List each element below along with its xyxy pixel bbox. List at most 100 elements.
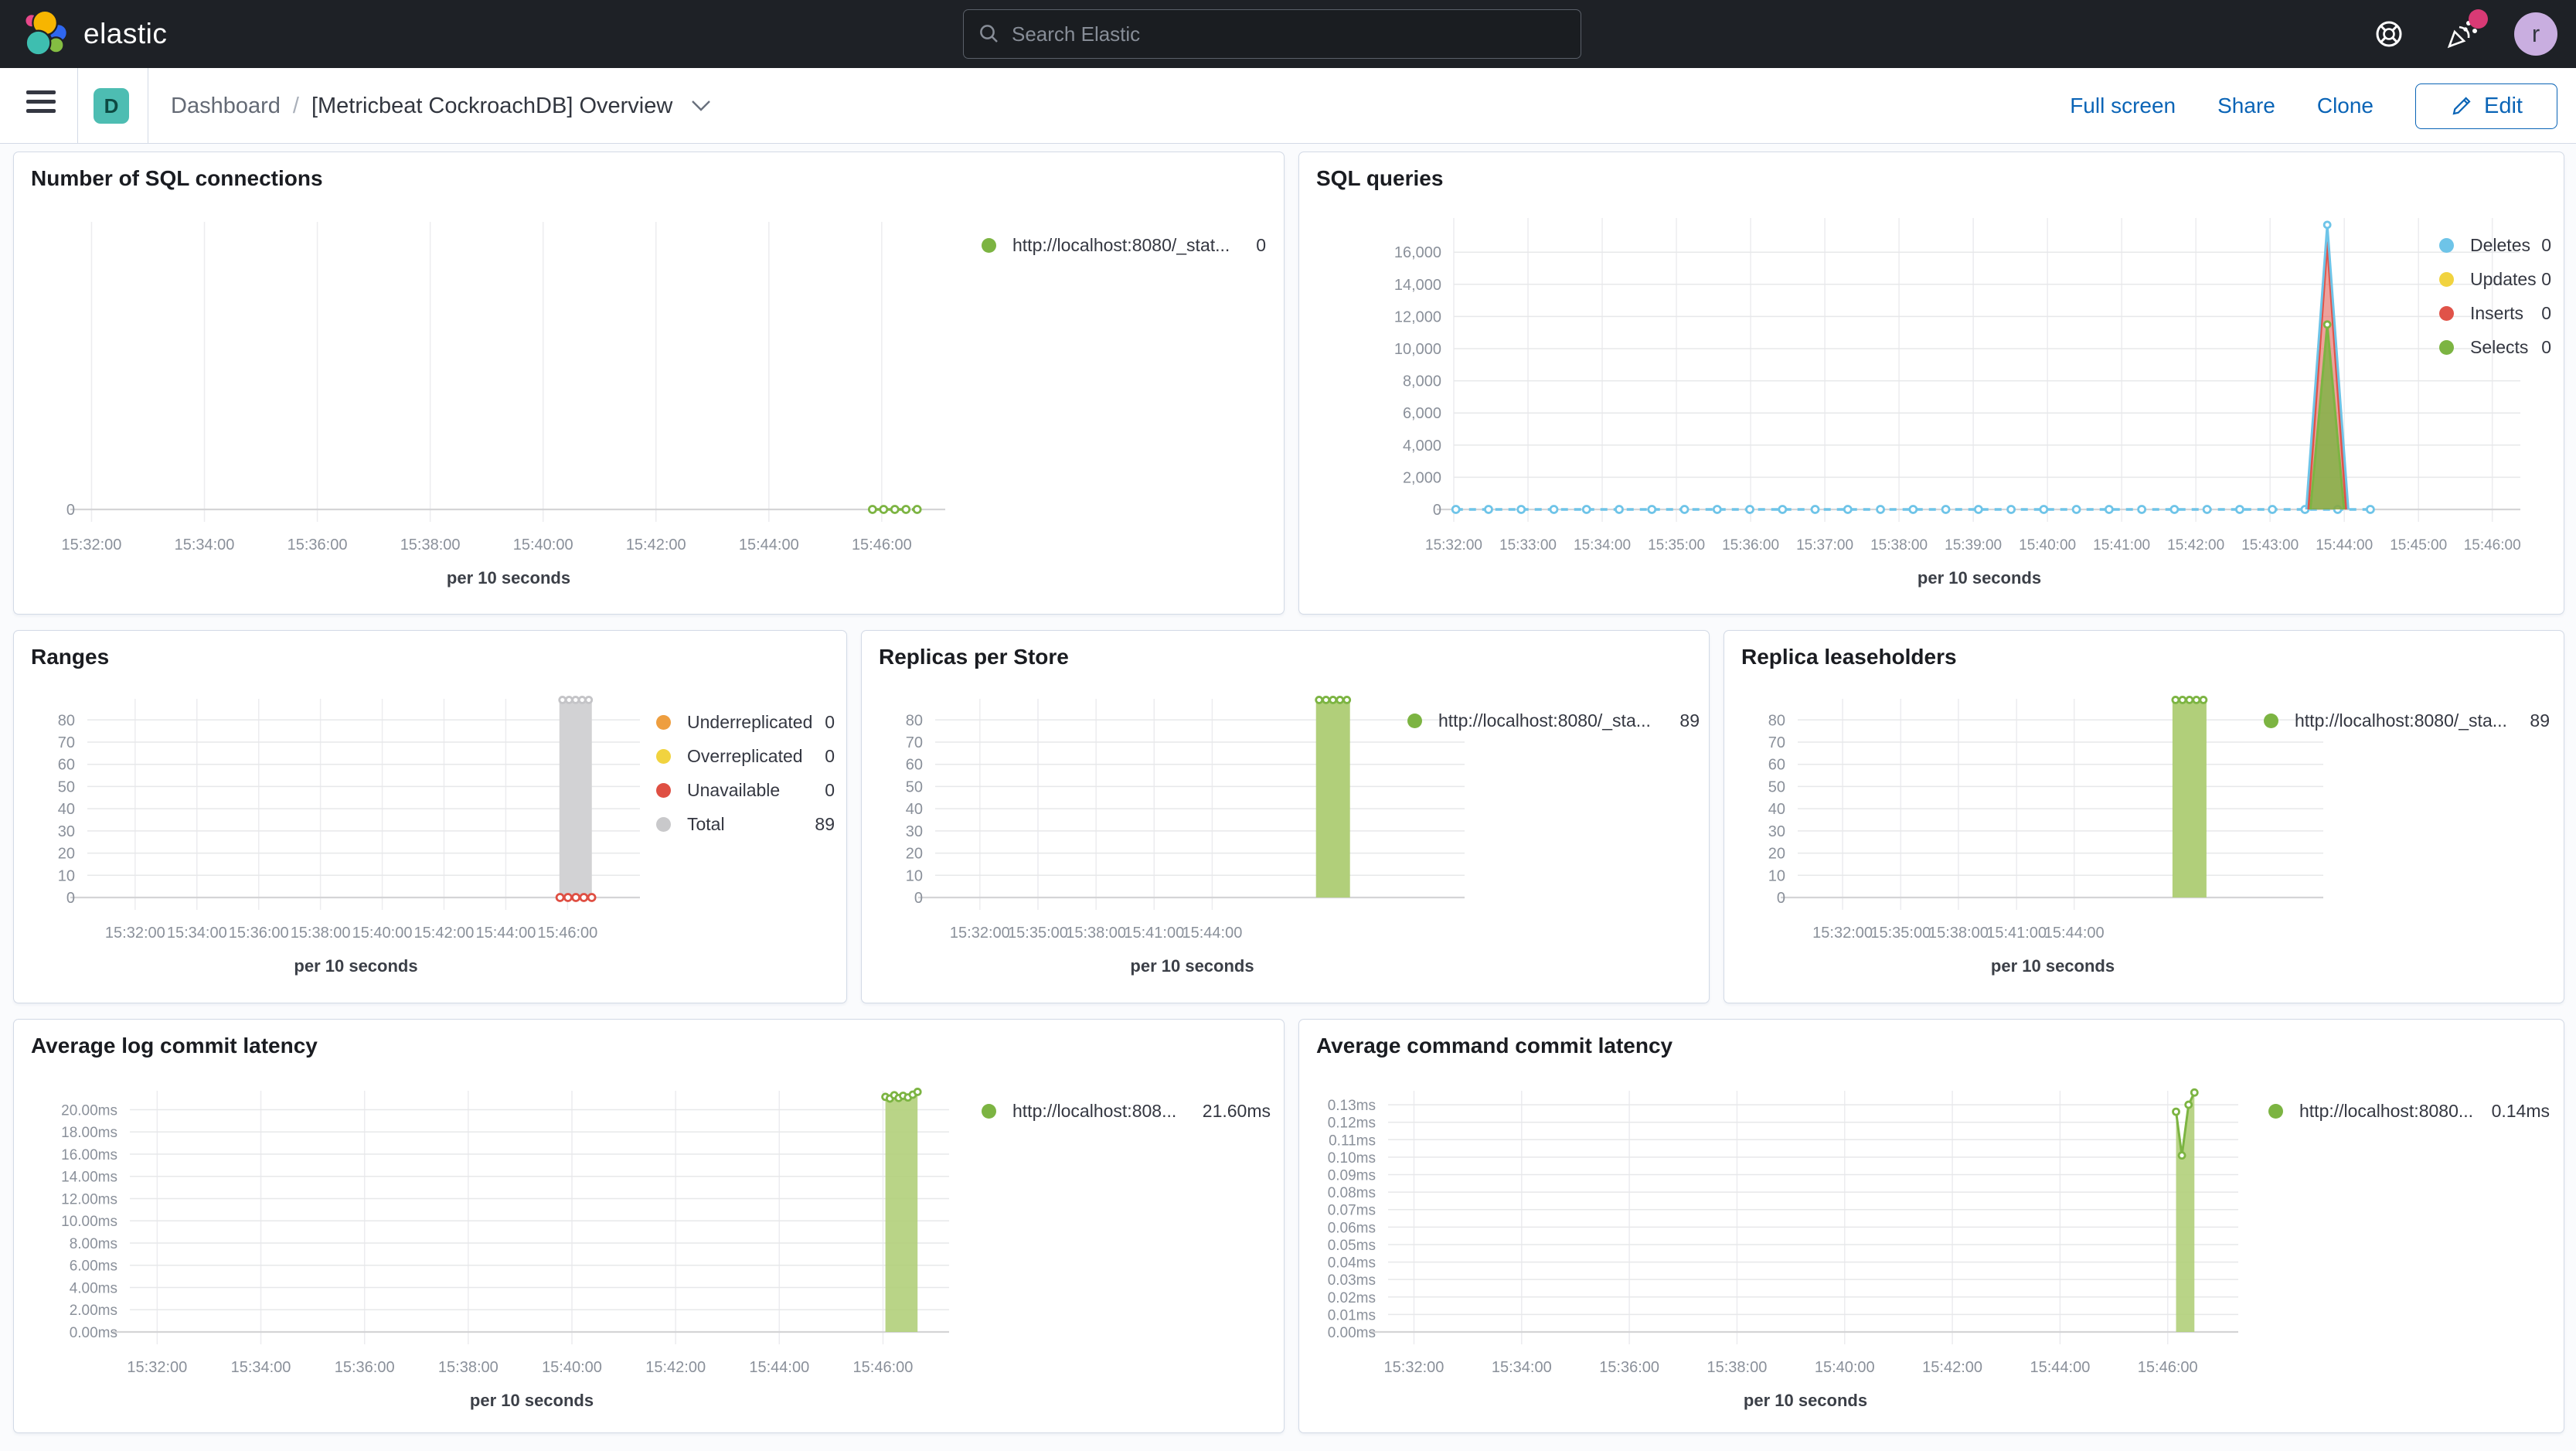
svg-text:15:42:00: 15:42:00 (645, 1359, 706, 1376)
clone-button[interactable]: Clone (2316, 94, 2374, 118)
svg-text:14,000: 14,000 (1394, 277, 1441, 294)
svg-text:15:45:00: 15:45:00 (2390, 537, 2447, 553)
avg-log-commit-latency-chart: 15:32:00 15:34:00 15:36:00 15:38:00 15:40:00… (61, 1088, 949, 1410)
legend-dot-icon (656, 816, 671, 832)
svg-text:80: 80 (58, 712, 75, 729)
svg-text:0.08ms: 0.08ms (1328, 1185, 1376, 1201)
divider (77, 68, 78, 144)
svg-text:15:38:00: 15:38:00 (1707, 1359, 1768, 1376)
share-button[interactable]: Share (2217, 94, 2275, 118)
legend-item[interactable]: http://localhost:8080/_sta... 89 (1407, 703, 1700, 737)
svg-text:15:46:00: 15:46:00 (537, 925, 597, 942)
legend-label: Selects (2470, 336, 2529, 357)
svg-text:15:44:00: 15:44:00 (2044, 925, 2105, 942)
svg-text:80: 80 (906, 712, 923, 729)
panel-title: SQL queries (1316, 166, 1444, 190)
svg-text:40: 40 (906, 801, 923, 818)
svg-text:15:43:00: 15:43:00 (2241, 537, 2299, 553)
legend-value: 0.14ms (2491, 1100, 2550, 1121)
global-search[interactable] (963, 9, 1581, 59)
legend-item[interactable]: Inserts 0 (2439, 296, 2551, 330)
panel-sql-connections: Number of SQL connections 15:32:00 15:34:… (13, 152, 1285, 615)
legend-item[interactable]: Deletes 0 (2439, 228, 2551, 262)
legend-value: 0 (2541, 268, 2551, 289)
svg-text:15:39:00: 15:39:00 (1945, 537, 2002, 553)
svg-text:30: 30 (1768, 823, 1785, 840)
legend-dot-icon (982, 1103, 996, 1119)
legend-item[interactable]: Selects 0 (2439, 330, 2551, 364)
svg-text:15:32:00: 15:32:00 (62, 536, 122, 553)
legend-item[interactable]: http://localhost:8080/_stat... 0 (982, 228, 1266, 262)
breadcrumb-dashboard[interactable]: Dashboard (171, 93, 281, 118)
legend-value: 89 (2530, 710, 2550, 731)
svg-text:15:42:00: 15:42:00 (1922, 1359, 1982, 1376)
elastic-logo-icon (24, 9, 68, 56)
legend-label: http://localhost:8080/_stat... (1012, 234, 1230, 255)
legend-item[interactable]: Updates 0 (2439, 262, 2551, 296)
chart-legend: http://localhost:8080/_stat... 0 (982, 228, 1266, 262)
legend-item[interactable]: http://localhost:8080... 0.14ms (2268, 1094, 2550, 1128)
svg-text:per 10 seconds: per 10 seconds (294, 956, 417, 976)
svg-text:15:33:00: 15:33:00 (1499, 537, 1557, 553)
svg-text:0.01ms: 0.01ms (1328, 1307, 1376, 1323)
top-header: elastic (0, 0, 2576, 68)
svg-text:60: 60 (1768, 757, 1785, 774)
chevron-down-icon (692, 100, 711, 111)
svg-text:15:34:00: 15:34:00 (231, 1359, 291, 1376)
svg-text:20.00ms: 20.00ms (61, 1102, 117, 1119)
newsfeed-button[interactable] (2442, 9, 2488, 54)
breadcrumb: Dashboard / [Metricbeat CockroachDB] Ove… (171, 68, 713, 144)
user-avatar[interactable]: r (2514, 12, 2557, 56)
menu-button[interactable] (26, 90, 59, 121)
svg-text:10: 10 (1768, 867, 1785, 884)
svg-text:15:44:00: 15:44:00 (749, 1359, 809, 1376)
svg-text:20: 20 (906, 846, 923, 863)
chart-legend: http://localhost:8080/_sta... 89 (1407, 703, 1700, 737)
svg-text:0: 0 (914, 890, 923, 907)
dashboard-actions: Full screen Share Clone Edit (2070, 68, 2557, 144)
svg-text:15:34:00: 15:34:00 (1574, 537, 1631, 553)
legend-dot-icon (656, 714, 671, 730)
legend-item[interactable]: Underreplicated 0 (656, 705, 835, 739)
chart-legend: Underreplicated 0 Overreplicated 0 Unavailab… (656, 705, 835, 841)
svg-text:2.00ms: 2.00ms (70, 1303, 117, 1319)
svg-text:15:32:00: 15:32:00 (1812, 925, 1873, 942)
pencil-icon (2452, 97, 2471, 115)
legend-item[interactable]: Unavailable 0 (656, 773, 835, 807)
legend-label: http://localhost:808... (1012, 1100, 1177, 1121)
avg-command-commit-latency-chart: 15:32:00 15:34:00 15:36:00 15:38:00 15:40:00… (1328, 1088, 2238, 1410)
space-badge[interactable]: D (94, 88, 129, 124)
elastic-logo[interactable]: elastic (0, 9, 167, 60)
panel-replica-leaseholders: Replica leaseholders 15:32:00 15:35:00 15:… (1724, 630, 2564, 1003)
svg-text:50: 50 (58, 778, 75, 795)
legend-item[interactable]: Overreplicated 0 (656, 739, 835, 773)
svg-text:per 10 seconds: per 10 seconds (447, 568, 570, 588)
fullscreen-button[interactable]: Full screen (2070, 94, 2176, 118)
svg-text:15:41:00: 15:41:00 (1986, 925, 2047, 942)
svg-text:0.00ms: 0.00ms (1328, 1325, 1376, 1341)
svg-text:60: 60 (906, 757, 923, 774)
svg-text:40: 40 (58, 801, 75, 818)
svg-text:0: 0 (1433, 502, 1441, 519)
help-button[interactable] (2369, 14, 2409, 54)
svg-text:6,000: 6,000 (1403, 405, 1441, 422)
svg-text:15:35:00: 15:35:00 (1870, 925, 1931, 942)
legend-dot-icon (2268, 1103, 2283, 1119)
svg-text:30: 30 (58, 823, 75, 840)
legend-item[interactable]: http://localhost:808... 21.60ms (982, 1094, 1271, 1128)
panel-title: Replica leaseholders (1741, 645, 1957, 669)
chart-legend: http://localhost:8080... 0.14ms (2268, 1094, 2550, 1128)
chart-legend: Deletes 0 Updates 0 Inserts 0 Selects 0 (2439, 228, 2551, 364)
svg-text:15:32:00: 15:32:00 (1425, 537, 1482, 553)
replicas-per-store-chart: 15:32:0015:35:0015:38:0015:41:0015:44:00… (906, 696, 1465, 976)
title-dropdown-button[interactable] (689, 98, 713, 114)
panel-ranges: Ranges 15:32:00 15:34:00 15:36:00 15:38:00 1… (13, 630, 847, 1003)
search-input[interactable] (1012, 22, 1567, 46)
legend-item[interactable]: http://localhost:8080/_sta... 89 (2264, 703, 2550, 737)
replica-leaseholders-chart: 15:32:0015:35:0015:38:0015:41:0015:44:00… (1768, 696, 2323, 976)
legend-value: 0 (825, 779, 835, 800)
svg-text:2,000: 2,000 (1403, 469, 1441, 486)
panel-sql-queries: SQL queries 15:32:00 15:33:00 15:34:00 15:3… (1298, 152, 2564, 615)
legend-item[interactable]: Total 89 (656, 807, 835, 841)
edit-button[interactable]: Edit (2415, 83, 2557, 129)
